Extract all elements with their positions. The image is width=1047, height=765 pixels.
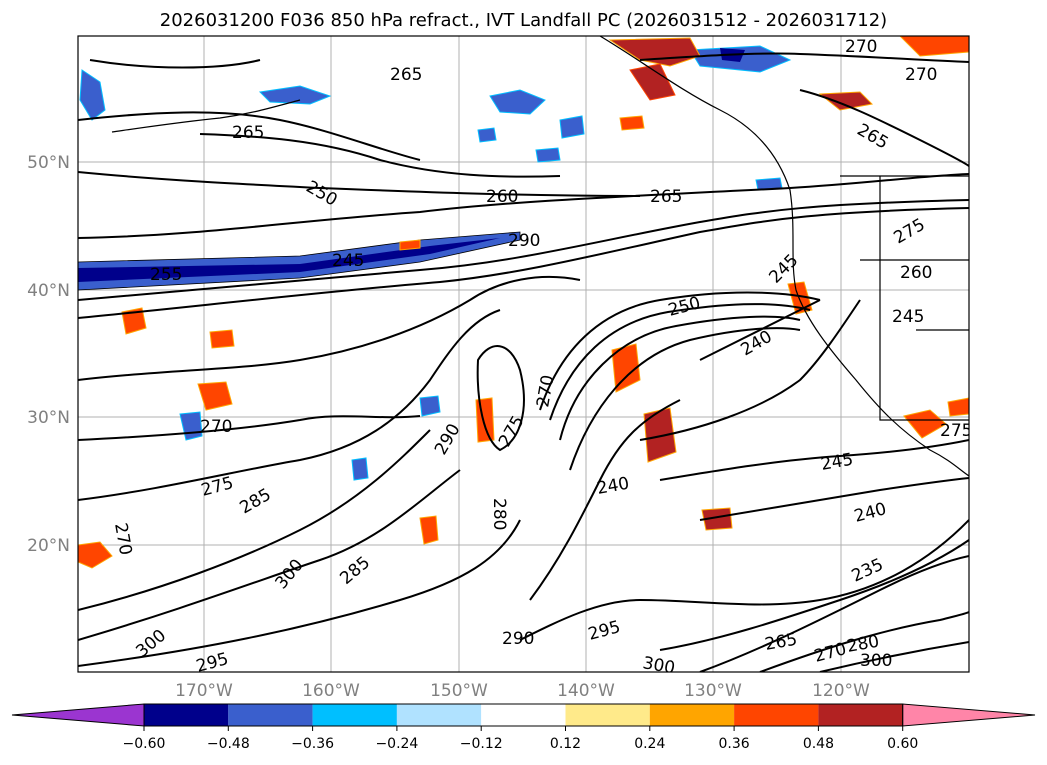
svg-text:245: 245	[332, 251, 364, 271]
map-area	[78, 36, 969, 672]
svg-text:255: 255	[150, 265, 182, 285]
colorbar: −0.60 −0.48 −0.36 −0.24 −0.12 0.12 0.24 0.36 0.4…	[11, 703, 1036, 752]
svg-text:300: 300	[860, 651, 892, 671]
map-title: 2026031200 F036 850 hPa refract., IVT La…	[159, 10, 888, 31]
lon-label: 160°W	[302, 681, 360, 701]
colorbar-extend-min	[11, 703, 145, 727]
svg-text:270: 270	[845, 37, 877, 57]
svg-text:265: 265	[232, 123, 264, 143]
colorbar-border	[143, 703, 904, 727]
svg-text:295: 295	[194, 649, 231, 677]
svg-text:265: 265	[650, 187, 682, 207]
svg-text:290: 290	[502, 629, 534, 649]
colorbar-tick-label: 0.60	[887, 736, 918, 752]
colorbar-tick-label: 0.48	[803, 736, 834, 752]
lat-label: 30°N	[27, 408, 70, 428]
lat-label: 50°N	[27, 153, 70, 173]
latitude-labels: 50°N 40°N 30°N 20°N	[27, 153, 70, 556]
svg-text:280: 280	[489, 498, 509, 530]
colorbar-tick-label: 0.24	[634, 736, 665, 752]
colorbar-segment	[818, 704, 903, 726]
colorbar-segment	[565, 704, 650, 726]
colorbar-segment	[734, 704, 819, 726]
colorbar-segment	[228, 704, 313, 726]
colorbar-segment	[312, 704, 397, 726]
colorbar-segment	[396, 704, 482, 726]
colorbar-tick-label: 0.36	[719, 736, 750, 752]
longitude-labels: 170°W 160°W 150°W 140°W 130°W 120°W	[175, 681, 870, 701]
colorbar-tick-label: −0.60	[123, 736, 166, 752]
colorbar-tick-label: −0.36	[291, 736, 334, 752]
colorbar-tick-label: −0.24	[375, 736, 418, 752]
svg-text:275: 275	[940, 421, 972, 441]
colorbar-extend-max	[902, 703, 1036, 727]
map-frame	[77, 35, 970, 673]
colorbar-segment	[481, 704, 566, 726]
svg-text:245: 245	[892, 307, 924, 327]
contour-lines	[78, 52, 969, 672]
colorbar-tick-label: 0.12	[550, 736, 581, 752]
svg-text:260: 260	[486, 187, 518, 207]
svg-text:260: 260	[900, 263, 932, 283]
svg-text:270: 270	[905, 65, 937, 85]
colorbar-segment	[144, 704, 229, 726]
svg-text:300: 300	[641, 653, 676, 678]
lat-label: 40°N	[27, 281, 70, 301]
lon-label: 170°W	[175, 681, 233, 701]
svg-text:265: 265	[390, 65, 422, 85]
coastline	[111, 36, 969, 477]
lon-label: 140°W	[557, 681, 615, 701]
svg-text:270: 270	[200, 417, 232, 437]
lon-label: 120°W	[812, 681, 870, 701]
colorbar-tick-label: −0.12	[460, 736, 503, 752]
svg-text:290: 290	[508, 231, 540, 251]
lon-label: 150°W	[430, 681, 488, 701]
lon-label: 130°W	[684, 681, 742, 701]
colorbar-segment	[649, 704, 735, 726]
lat-label: 20°N	[27, 536, 70, 556]
colorbar-tick-label: −0.48	[207, 736, 250, 752]
